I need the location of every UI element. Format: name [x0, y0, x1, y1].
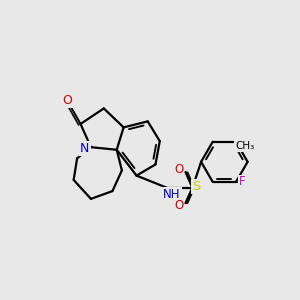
- Text: NH: NH: [163, 188, 181, 201]
- Text: F: F: [239, 176, 245, 188]
- Text: O: O: [63, 94, 73, 107]
- Text: CH₃: CH₃: [235, 141, 254, 151]
- Text: N: N: [80, 142, 89, 155]
- Text: S: S: [192, 180, 200, 193]
- Text: O: O: [174, 199, 183, 212]
- Text: O: O: [174, 163, 183, 176]
